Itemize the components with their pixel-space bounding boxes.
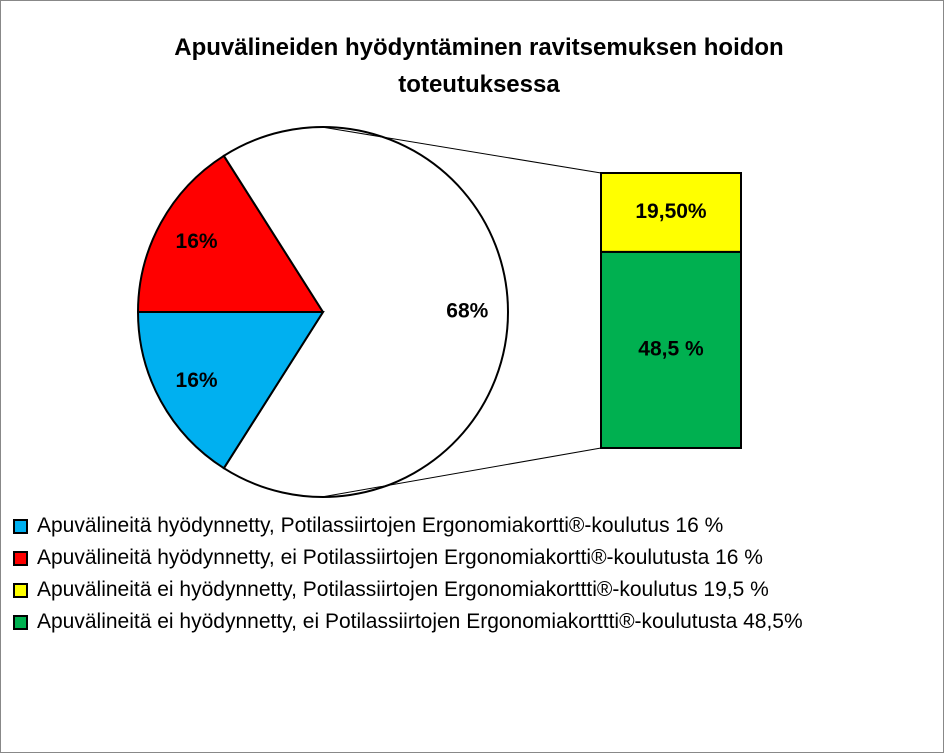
- legend-item: Apuvälineitä ei hyödynnetty, ei Potilass…: [13, 609, 941, 634]
- slice-label: 16%: [176, 230, 218, 253]
- bar-label: 19,50%: [635, 200, 707, 223]
- bar-segment: [600, 172, 742, 253]
- slice-label: 16%: [176, 369, 218, 392]
- pie-slice: [136, 311, 325, 470]
- legend: Apuvälineitä hyödynnetty, Potilassiirtoj…: [13, 513, 941, 641]
- legend-label: Apuvälineitä hyödynnetty, ei Potilassiir…: [37, 546, 763, 569]
- legend-swatch: [13, 615, 28, 630]
- legend-label: Apuvälineitä ei hyödynnetty, Potilassiir…: [37, 578, 769, 601]
- connector: [321, 447, 602, 498]
- pie-slice: [136, 154, 325, 313]
- legend-item: Apuvälineitä hyödynnetty, Potilassiirtoj…: [13, 513, 941, 538]
- slice-label: 68%: [446, 300, 488, 323]
- legend-item: Apuvälineitä ei hyödynnetty, Potilassiir…: [13, 577, 941, 602]
- legend-swatch: [13, 583, 28, 598]
- legend-swatch: [13, 519, 28, 534]
- legend-label: Apuvälineitä hyödynnetty, Potilassiirtoj…: [37, 514, 724, 537]
- bar-label: 48,5 %: [638, 337, 704, 360]
- chart-title: Apuvälineiden hyödyntäminen ravitsemukse…: [174, 34, 783, 98]
- legend-item: Apuvälineitä hyödynnetty, ei Potilassiir…: [13, 545, 941, 570]
- pie-slice: [222, 126, 509, 498]
- legend-swatch: [13, 551, 28, 566]
- legend-label: Apuvälineitä ei hyödynnetty, ei Potilass…: [37, 610, 803, 633]
- bar-segment: [600, 250, 742, 449]
- connector: [321, 126, 602, 174]
